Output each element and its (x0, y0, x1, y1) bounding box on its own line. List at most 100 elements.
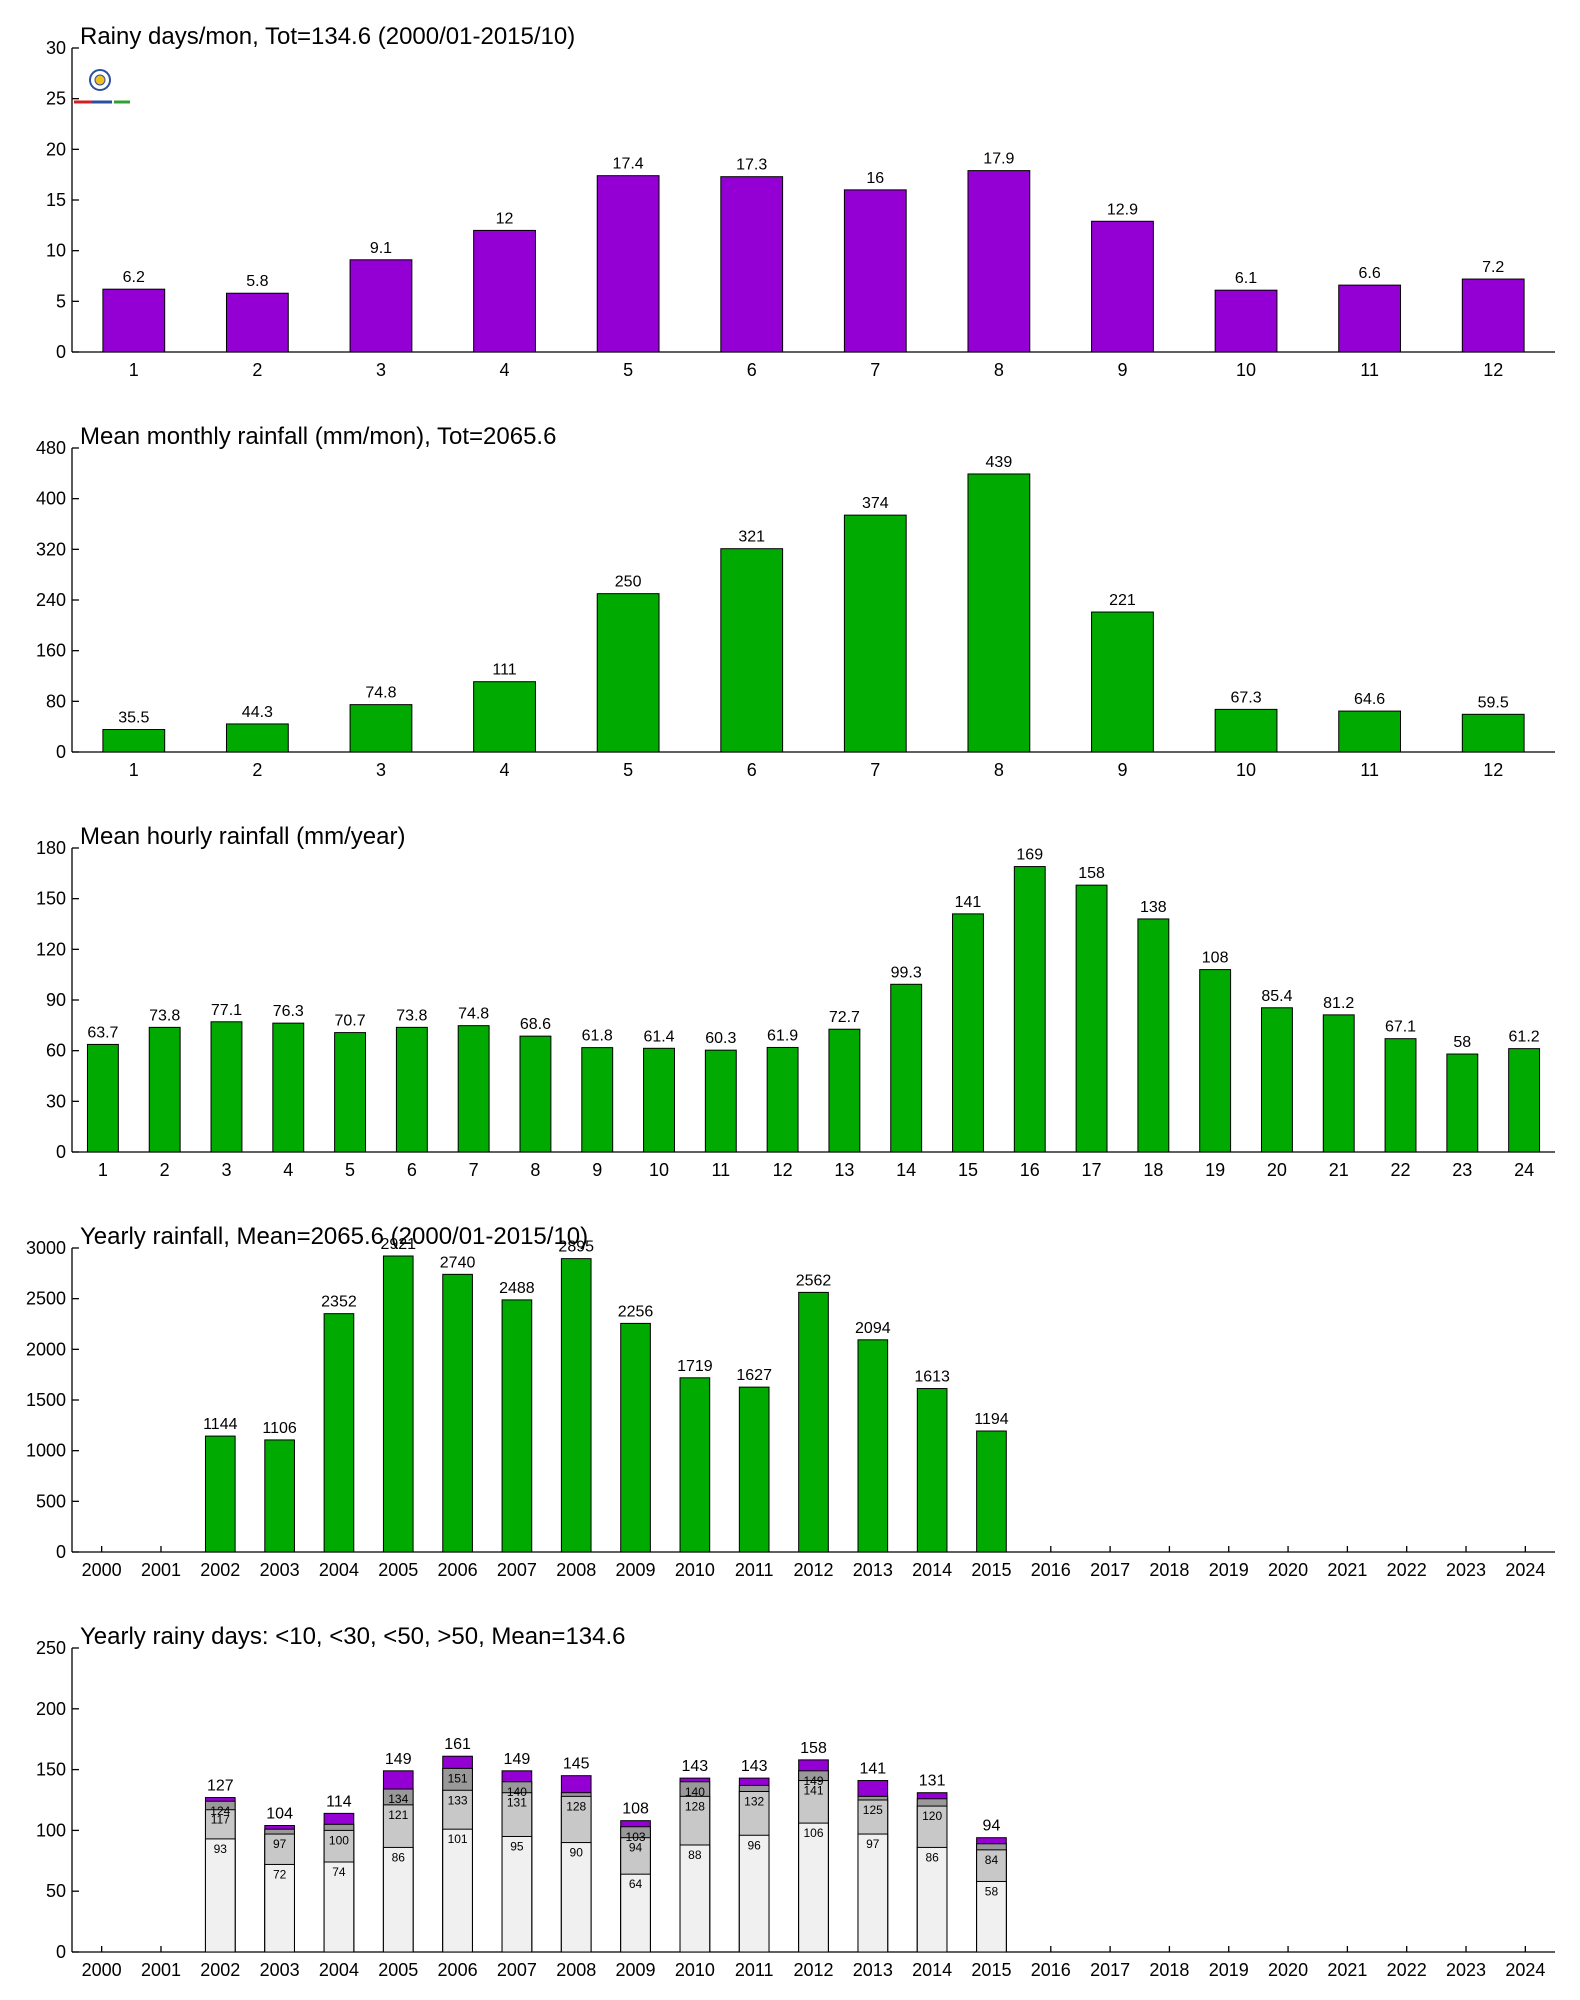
bar (1384, 1038, 1417, 1153)
bar-value-label: 1106 (262, 1420, 297, 1437)
bar-value-label: 59.5 (1478, 694, 1509, 711)
x-tick-label: 3 (221, 1160, 231, 1180)
x-tick-label: 8 (994, 360, 1004, 380)
x-tick-label: 18 (1143, 1160, 1163, 1180)
x-tick-label: 2017 (1090, 1960, 1130, 1980)
chart-title: Mean hourly rainfall (mm/year) (80, 823, 405, 850)
bar-value-label: 67.3 (1230, 689, 1261, 706)
bar (643, 1047, 675, 1153)
chart-panel-2: Mean monthly rainfall (mm/mon), Tot=2065… (36, 423, 1555, 780)
bar (857, 1339, 889, 1553)
y-tick-label: 2500 (26, 1289, 66, 1309)
bar-value-label: 61.2 (1509, 1029, 1540, 1046)
bar-value-label: 61.9 (767, 1027, 798, 1044)
bar (798, 1291, 829, 1553)
bar-value-label: 17.9 (983, 151, 1014, 168)
x-tick-label: 2 (252, 360, 262, 380)
x-tick-label: 12 (773, 1160, 793, 1180)
stack-segment-label: 95 (510, 1839, 524, 1853)
bar (204, 1435, 236, 1553)
bar-value-label: 68.6 (520, 1016, 551, 1033)
y-tick-label: 2000 (26, 1339, 66, 1359)
bar-value-label: 12.9 (1107, 201, 1138, 218)
stack-total-label: 104 (266, 1806, 293, 1823)
x-tick-label: 2024 (1505, 1960, 1545, 1980)
x-tick-label: 6 (747, 760, 757, 780)
stack-segment-label: 72 (273, 1867, 287, 1881)
x-tick-label: 2012 (793, 1560, 833, 1580)
x-tick-label: 2006 (438, 1560, 478, 1580)
y-tick-label: 200 (36, 1699, 66, 1719)
x-tick-label: 1 (129, 760, 139, 780)
x-tick-label: 2019 (1209, 1560, 1249, 1580)
bar-value-label: 2352 (321, 1294, 357, 1311)
x-tick-label: 15 (958, 1160, 978, 1180)
bar (1260, 1007, 1293, 1153)
bar (1091, 611, 1154, 753)
bar (334, 1032, 367, 1153)
bar-value-label: 63.7 (87, 1024, 118, 1041)
bar (395, 1026, 428, 1153)
x-tick-label: 2020 (1268, 1560, 1308, 1580)
chart-title: Yearly rainy days: <10, <30, <50, >50, M… (80, 1623, 626, 1650)
x-tick-label: 2023 (1446, 1960, 1486, 1980)
y-tick-label: 100 (36, 1820, 66, 1840)
stack-segment-label: 101 (448, 1832, 468, 1846)
x-tick-label: 23 (1452, 1160, 1472, 1180)
stack-segment-label: 88 (688, 1848, 702, 1862)
stack-segment (976, 1880, 1007, 1953)
bar-value-label: 35.5 (118, 710, 149, 727)
stack-segment (264, 1863, 295, 1953)
bar-value-label: 374 (862, 495, 889, 512)
chart-panel-5: Yearly rainy days: <10, <30, <50, >50, M… (36, 1623, 1555, 1980)
bar-value-label: 61.8 (582, 1028, 613, 1045)
bar (738, 1386, 770, 1553)
bar (596, 175, 660, 353)
x-tick-label: 8 (530, 1160, 540, 1180)
stack-total-label: 145 (563, 1756, 590, 1773)
x-tick-label: 14 (896, 1160, 916, 1180)
stack-segment-label: 97 (273, 1837, 287, 1851)
bar (349, 704, 413, 753)
bar-value-label: 81.2 (1323, 995, 1354, 1012)
bar-value-label: 169 (1016, 847, 1043, 864)
bar-value-label: 60.3 (705, 1030, 736, 1047)
chart-title: Mean monthly rainfall (mm/mon), Tot=2065… (80, 423, 556, 450)
bar-value-label: 74.8 (365, 685, 396, 702)
bar (704, 1049, 737, 1153)
y-tick-label: 80 (46, 691, 66, 711)
stack-segment-label: 125 (863, 1803, 883, 1817)
bar (225, 723, 289, 753)
x-tick-label: 6 (747, 360, 757, 380)
bar (382, 1255, 414, 1553)
bar (1446, 1053, 1479, 1153)
x-tick-label: 2014 (912, 1560, 952, 1580)
stack-segment-label: 149 (803, 1774, 823, 1788)
y-tick-label: 150 (36, 889, 66, 909)
bar (720, 176, 784, 353)
y-tick-label: 400 (36, 489, 66, 509)
station-logo (74, 69, 130, 104)
bar-value-label: 72.7 (829, 1009, 860, 1026)
stack-segment-label: 74 (332, 1865, 346, 1879)
bar (102, 729, 166, 753)
x-tick-label: 2013 (853, 1960, 893, 1980)
bar (225, 292, 289, 353)
x-tick-label: 2008 (556, 1560, 596, 1580)
stack-segment (560, 1842, 592, 1953)
x-tick-label: 2003 (260, 1560, 300, 1580)
x-tick-label: 2016 (1031, 1960, 1071, 1980)
bar-value-label: 1627 (736, 1367, 772, 1384)
stack-segment-label: 106 (803, 1826, 823, 1840)
bar-value-label: 1613 (914, 1369, 950, 1386)
x-tick-label: 2015 (971, 1960, 1011, 1980)
stack-segment (620, 1873, 651, 1953)
bar (766, 1046, 799, 1153)
x-tick-label: 9 (1117, 360, 1127, 380)
stack-total-label: 131 (919, 1773, 946, 1790)
x-tick-label: 4 (500, 360, 510, 380)
bar-value-label: 1144 (203, 1416, 238, 1433)
stack-segment-label: 120 (922, 1809, 942, 1823)
y-tick-label: 0 (56, 1542, 66, 1562)
bar (442, 1273, 473, 1553)
